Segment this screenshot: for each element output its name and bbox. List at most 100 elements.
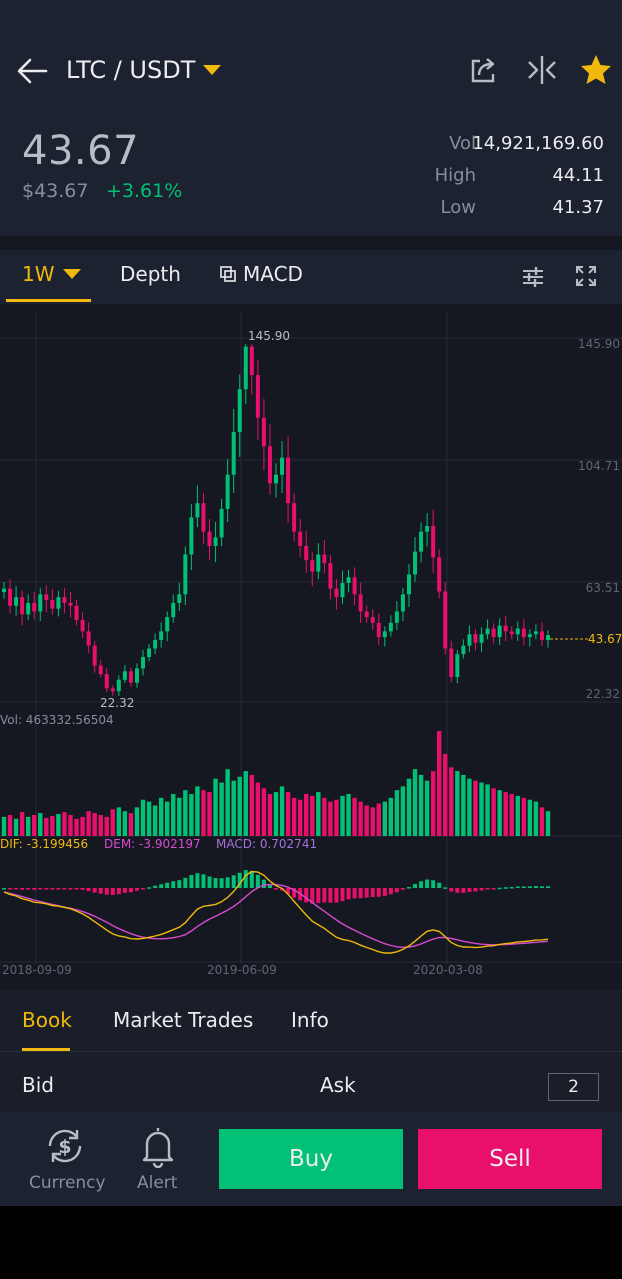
depth-precision-selector[interactable]: 2 bbox=[548, 1073, 599, 1101]
macd-histogram-bar bbox=[449, 888, 454, 892]
macd-histogram-bar bbox=[116, 888, 121, 895]
candle bbox=[225, 474, 230, 509]
candle bbox=[110, 688, 115, 692]
active-tab-indicator bbox=[22, 1048, 70, 1051]
candle bbox=[153, 639, 158, 649]
volume-bar bbox=[74, 818, 79, 836]
candle bbox=[274, 474, 278, 484]
settings-sliders-icon[interactable] bbox=[520, 264, 546, 290]
candle bbox=[26, 602, 31, 615]
volume-bar bbox=[352, 797, 357, 836]
volume-bar bbox=[461, 774, 466, 836]
candle bbox=[304, 545, 309, 561]
candle bbox=[134, 668, 139, 683]
candle bbox=[497, 625, 502, 638]
volume-readout: Vol: 463332.56504 bbox=[0, 713, 114, 727]
macd-histogram-bar bbox=[86, 888, 91, 892]
interval-selector[interactable]: 1W bbox=[22, 262, 81, 286]
caret-down-icon bbox=[62, 269, 81, 279]
macd-histogram-bar bbox=[122, 888, 127, 893]
candle bbox=[147, 648, 152, 658]
candle bbox=[255, 375, 260, 418]
volume-bar bbox=[515, 795, 520, 836]
macd-histogram-bar bbox=[274, 888, 278, 890]
volume-bar bbox=[539, 807, 545, 836]
macd-histogram-bar bbox=[322, 888, 327, 903]
macd-histogram-bar bbox=[358, 888, 363, 899]
volume-bar bbox=[304, 794, 309, 836]
tab-market-trades[interactable]: Market Trades bbox=[113, 1008, 254, 1032]
currency-convert-icon[interactable]: $ bbox=[41, 1124, 89, 1168]
macd-histogram-bar bbox=[479, 888, 484, 891]
currency-label[interactable]: Currency bbox=[29, 1173, 106, 1193]
volume-bar bbox=[545, 811, 551, 836]
price-axis-label: 63.51 bbox=[586, 581, 620, 595]
date-axis-label: 2020-03-08 bbox=[413, 963, 483, 977]
candle bbox=[322, 554, 327, 564]
candle bbox=[286, 457, 291, 504]
dif-readout: DIF: -3.199456 bbox=[0, 837, 88, 851]
volume-bar bbox=[201, 790, 206, 836]
candle bbox=[261, 417, 266, 447]
macd-histogram-bar bbox=[201, 874, 206, 888]
tab-depth[interactable]: Depth bbox=[120, 262, 181, 286]
alert-label[interactable]: Alert bbox=[137, 1173, 178, 1193]
dem-readout: DEM: -3.902197 bbox=[104, 837, 201, 851]
candle bbox=[267, 446, 272, 484]
macd-histogram-bar bbox=[310, 888, 315, 904]
interval-label: 1W bbox=[22, 262, 55, 286]
candle bbox=[98, 665, 103, 675]
back-arrow-icon[interactable] bbox=[14, 52, 52, 90]
macd-histogram-bar bbox=[346, 888, 351, 900]
volume-bar bbox=[328, 801, 333, 836]
price-chart[interactable]: 145.90 22.32 145.90 104.71 63.51 22.32 4… bbox=[0, 304, 622, 990]
volume-bar bbox=[249, 774, 255, 836]
macd-histogram-bar bbox=[388, 888, 393, 895]
volume-bar bbox=[521, 797, 527, 836]
volume-bar bbox=[104, 816, 109, 836]
price-axis-label: 22.32 bbox=[586, 687, 620, 701]
ticker-panel bbox=[0, 112, 622, 236]
volume-bar bbox=[485, 784, 490, 836]
volume-bar bbox=[183, 790, 188, 836]
candle bbox=[413, 551, 418, 575]
candle bbox=[92, 645, 97, 666]
volume-bar bbox=[19, 812, 25, 836]
volume-bar bbox=[533, 801, 539, 836]
volume-bar bbox=[158, 797, 164, 836]
macd-histogram-bar bbox=[26, 888, 31, 890]
star-icon[interactable] bbox=[578, 52, 614, 88]
candle bbox=[346, 577, 351, 583]
volume-bar bbox=[68, 815, 73, 836]
macd-histogram-bar bbox=[255, 874, 260, 888]
tab-book[interactable]: Book bbox=[22, 1008, 72, 1032]
candle bbox=[74, 605, 79, 621]
sell-button[interactable]: Sell bbox=[418, 1129, 602, 1189]
candle bbox=[183, 554, 188, 595]
macd-histogram-bar bbox=[141, 888, 146, 890]
tab-info[interactable]: Info bbox=[291, 1008, 329, 1032]
macd-histogram-bar bbox=[207, 876, 212, 888]
macd-histogram-bar bbox=[153, 885, 158, 888]
share-icon[interactable] bbox=[466, 52, 502, 88]
macd-histogram-bar bbox=[8, 888, 13, 890]
candle bbox=[195, 503, 200, 518]
volume-bar bbox=[473, 780, 478, 836]
active-tab-indicator bbox=[6, 299, 91, 302]
volume-bar bbox=[449, 767, 454, 836]
fullscreen-icon[interactable] bbox=[574, 264, 598, 288]
candle bbox=[292, 503, 297, 532]
candle bbox=[298, 531, 303, 546]
compare-icon[interactable] bbox=[524, 52, 560, 88]
tab-indicator[interactable]: MACD bbox=[220, 262, 303, 286]
candle bbox=[171, 602, 176, 618]
macd-histogram-bar bbox=[213, 878, 218, 888]
volume-bar bbox=[92, 813, 97, 836]
candle bbox=[86, 631, 91, 646]
buy-button[interactable]: Buy bbox=[219, 1129, 403, 1189]
bell-icon[interactable] bbox=[134, 1124, 182, 1168]
trading-pair-selector[interactable]: LTC / USDT bbox=[66, 56, 222, 84]
candle bbox=[382, 631, 387, 638]
candle bbox=[56, 597, 61, 609]
macd-histogram-bar bbox=[128, 888, 133, 893]
